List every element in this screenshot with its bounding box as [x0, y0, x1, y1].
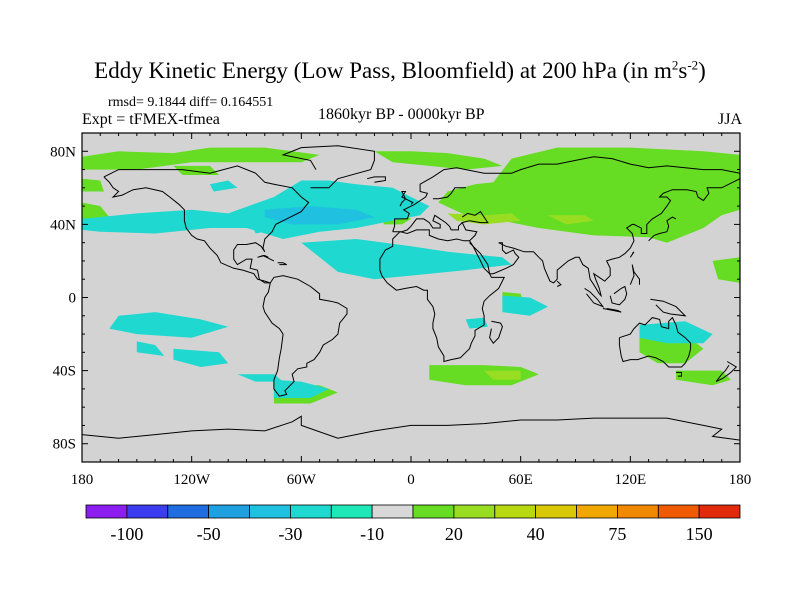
period-label: 1860kyr BP - 0000kyr BP — [318, 106, 485, 123]
anomaly-region — [639, 321, 713, 344]
coastline — [629, 264, 640, 285]
colorbar-label: -10 — [360, 524, 384, 544]
plot-title: Eddy Kinetic Energy (Low Pass, Bloomfiel… — [94, 57, 706, 83]
coastline — [281, 145, 375, 189]
colorbar-swatch — [617, 504, 659, 519]
anomaly-region — [374, 151, 503, 170]
coastline — [103, 165, 348, 397]
coastline — [602, 308, 622, 313]
y-tick-label: 40N — [50, 217, 76, 233]
colorbar-label: -100 — [110, 524, 143, 544]
anomaly-region — [82, 178, 104, 192]
colorbar-label: 150 — [686, 524, 713, 544]
coastlines — [82, 145, 740, 441]
colorbar-swatch — [126, 504, 169, 519]
coastline — [609, 285, 628, 306]
y-tick-label: 80S — [53, 437, 76, 453]
colorbar-swatch — [330, 504, 373, 519]
y-tick-label: 80N — [50, 144, 76, 160]
colorbar-swatch — [289, 504, 332, 519]
colorbar-swatch — [167, 504, 210, 519]
colorbar-swatch — [453, 504, 496, 519]
coastline — [584, 287, 605, 308]
colorbar-swatch — [85, 504, 128, 519]
anomaly-shading — [82, 147, 740, 404]
colorbar-label: -30 — [278, 524, 302, 544]
colorbar-swatch — [249, 504, 291, 519]
colorbar-swatch — [494, 504, 537, 519]
colorbar-swatch — [698, 504, 741, 519]
x-tick-label: 60W — [287, 472, 317, 488]
y-tick-label: 0 — [69, 291, 77, 307]
experiment-label: Expt = tFMEX-tfmea — [82, 111, 220, 128]
colorbar: -100 -50 -30 -10 20 40 75 150 — [85, 504, 741, 544]
stats-text: rmsd= 9.1844 diff= 0.164551 — [108, 95, 274, 110]
anomaly-region — [548, 215, 594, 225]
coastline — [489, 320, 503, 344]
coastline — [257, 254, 275, 262]
coastline — [618, 316, 692, 368]
y-axis-labels: 80N 40N 0 40S 80S — [50, 144, 76, 452]
x-tick-label: 120W — [173, 472, 211, 488]
anomaly-region — [82, 147, 320, 170]
colorbar-swatch — [576, 504, 618, 519]
y-tick-label: 40S — [53, 364, 76, 380]
colorbar-label: 40 — [527, 524, 545, 544]
anomaly-region — [301, 239, 512, 280]
colorbar-swatch — [208, 504, 250, 519]
coastline — [399, 191, 414, 207]
anomaly-region — [136, 341, 165, 356]
colorbar-label: 75 — [608, 524, 626, 544]
coastline — [498, 178, 740, 298]
colorbar-swatch — [371, 504, 414, 519]
anomaly-region — [237, 374, 284, 382]
coastline — [715, 361, 738, 383]
anomaly-region — [82, 180, 430, 239]
colorbar-label: -50 — [197, 524, 221, 544]
anomaly-region — [264, 206, 375, 225]
coastline — [432, 187, 466, 200]
anomaly-region — [273, 379, 329, 398]
colorbar-label: 20 — [445, 524, 463, 544]
anomaly-region — [209, 180, 238, 192]
colorbar-swatch — [535, 504, 577, 519]
coastline — [629, 251, 635, 258]
anomaly-region — [82, 202, 110, 221]
coastline — [650, 298, 687, 317]
coastline — [277, 262, 287, 266]
coastline — [676, 371, 682, 377]
coastline — [461, 210, 489, 242]
anomaly-region — [484, 370, 521, 380]
coastline — [379, 229, 506, 363]
season-label: JJA — [717, 111, 742, 128]
axis-ticks — [81, 132, 741, 463]
colorbar-swatch — [657, 504, 700, 519]
x-tick-label: 60E — [509, 472, 533, 488]
x-axis-labels: 180 120W 60W 0 60E 120E 180 — [71, 472, 752, 488]
anomaly-region — [502, 295, 549, 316]
coastline — [82, 415, 740, 441]
anomaly-region — [429, 365, 539, 386]
x-tick-label: 120E — [614, 472, 646, 488]
coastline — [648, 216, 677, 242]
coastline — [556, 280, 562, 287]
anomaly-region — [173, 348, 229, 367]
coastline — [392, 156, 740, 232]
coastline — [469, 242, 520, 275]
anomaly-region — [712, 257, 740, 283]
colorbar-swatch — [412, 504, 455, 519]
x-tick-label: 180 — [71, 472, 94, 488]
anomaly-region — [109, 312, 229, 338]
coastline — [392, 214, 463, 233]
coastline — [366, 176, 386, 183]
x-tick-label: 180 — [729, 472, 752, 488]
x-tick-label: 0 — [407, 472, 415, 488]
